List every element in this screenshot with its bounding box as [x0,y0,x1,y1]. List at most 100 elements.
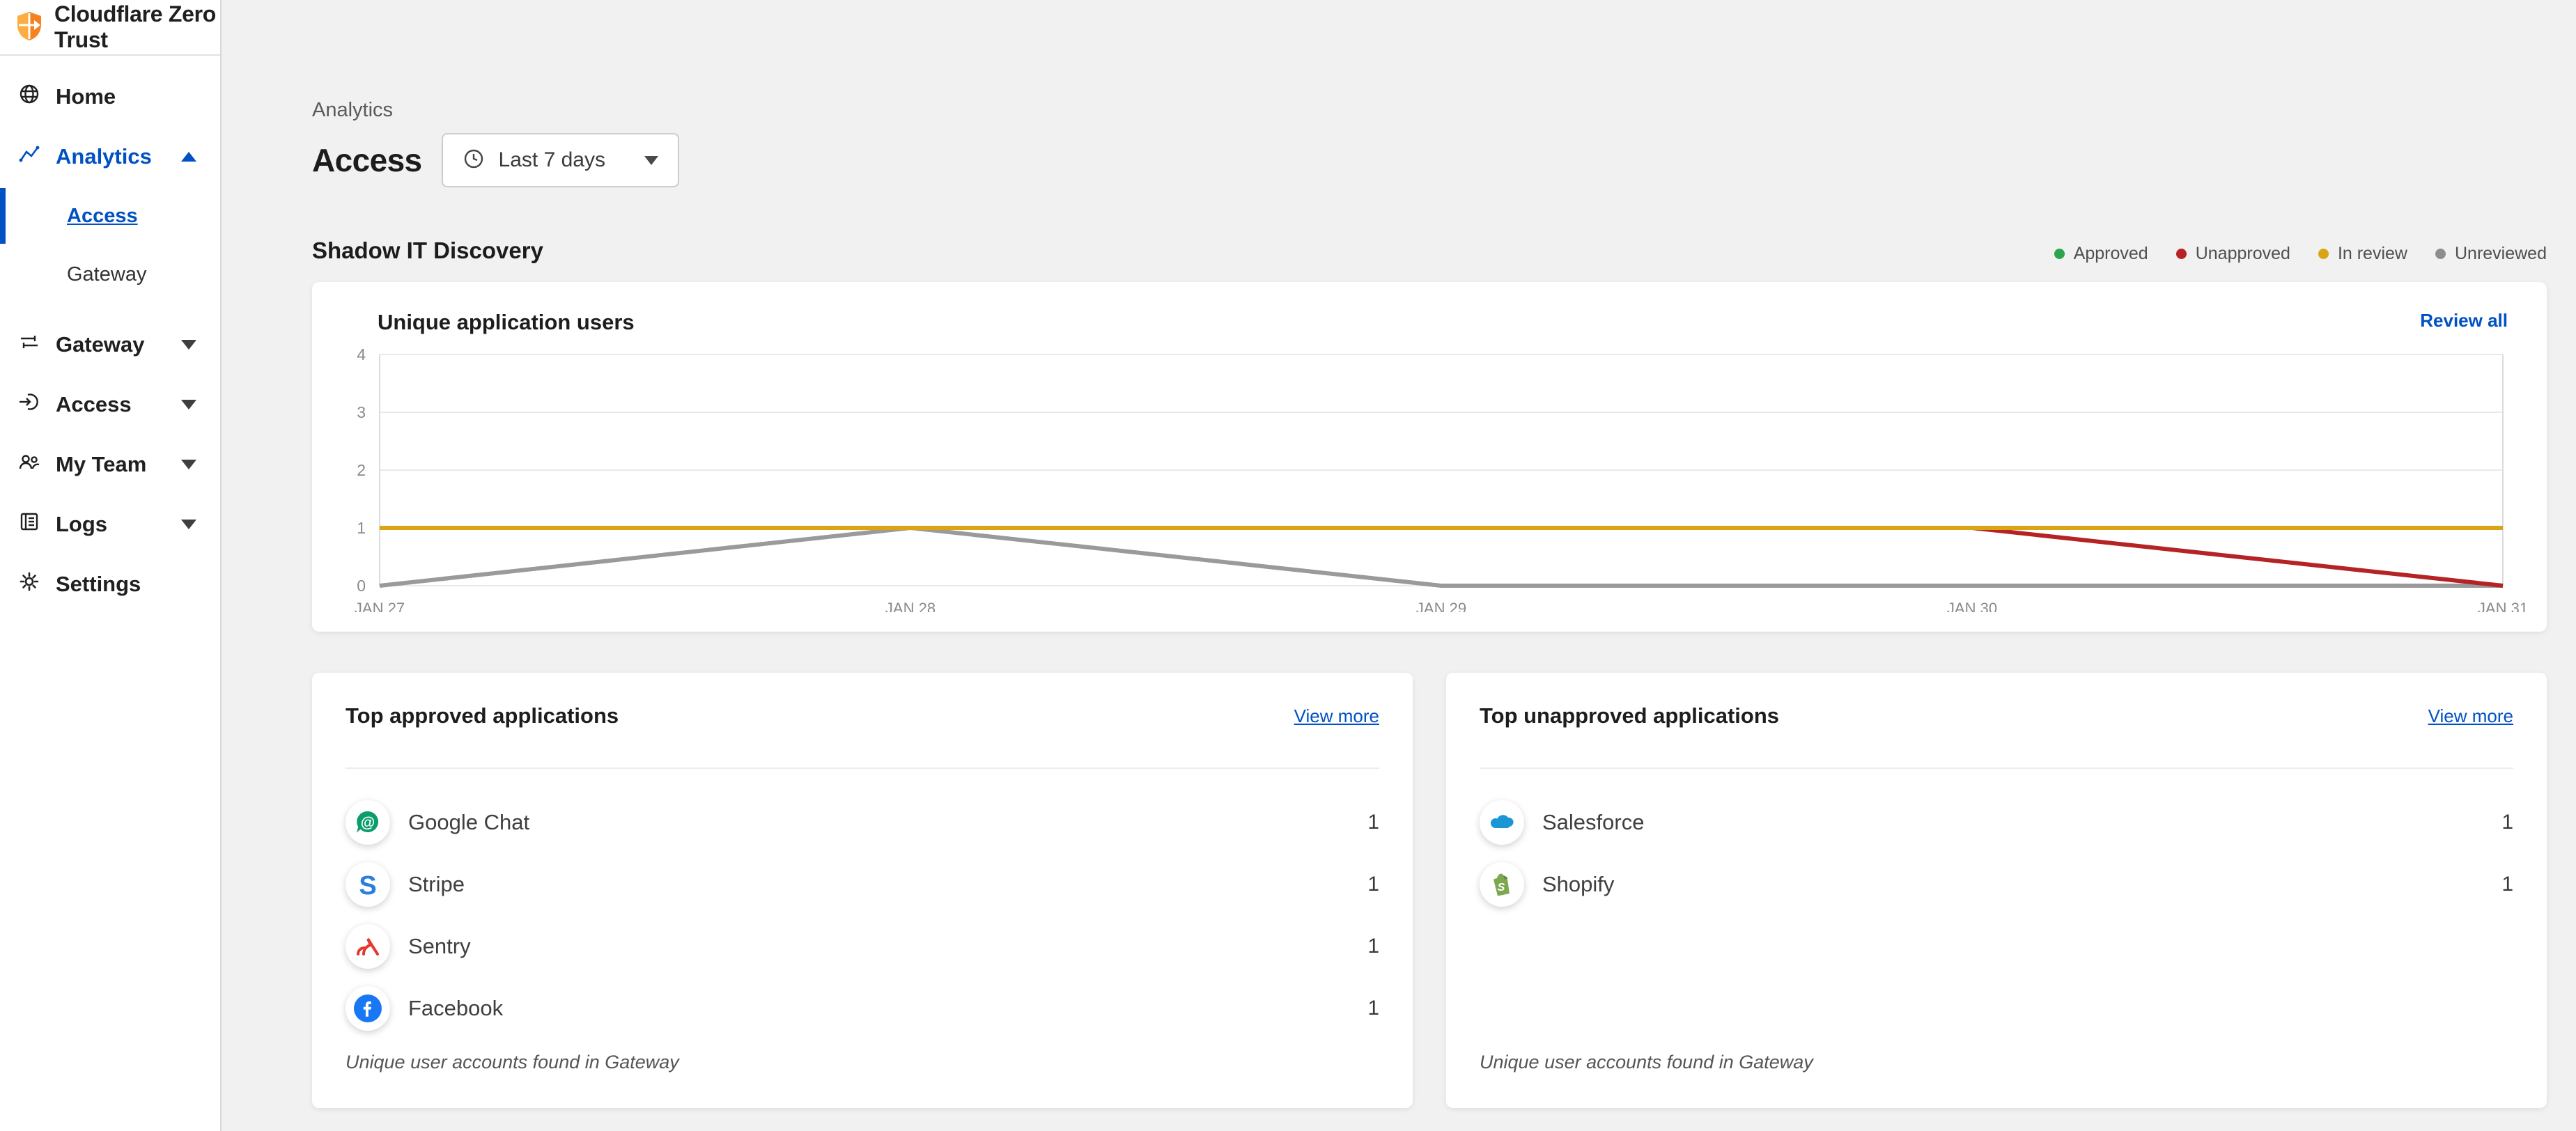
chevron-down-icon [181,340,196,350]
list-item-google-chat[interactable]: @ Google Chat 1 [346,791,1379,853]
legend-label: In review [2337,244,2407,263]
app-count: 1 [1367,996,1379,1020]
app-count: 1 [1367,872,1379,896]
legend-item-unapproved: Unapproved [2175,244,2290,264]
unapproved-app-list: Salesforce 1 S Shopify 1 [1480,791,2513,915]
view-more-link[interactable]: View more [2428,705,2513,726]
chevron-down-icon [181,460,196,469]
app-count: 1 [1367,810,1379,834]
sidebar-item-label: Access [56,392,132,416]
active-indicator-bar [0,188,6,244]
time-range-value: Last 7 days [498,148,605,171]
y-tick-label: 1 [357,519,366,537]
sidebar-item-home[interactable]: Home [0,67,220,127]
page-header: Access Last 7 days [312,133,2547,187]
app-name: Sentry [408,933,471,958]
facebook-icon [346,985,390,1031]
app-title: Cloudflare Zero Trust [54,1,216,52]
sidebar-item-analytics[interactable]: Analytics [0,127,220,187]
legend-label: Unapproved [2195,244,2290,263]
sidebar-subitem-label: Access [67,204,138,227]
chart-title: Unique application users [378,310,635,334]
sidebar-item-my-team[interactable]: My Team [0,435,220,494]
page-title: Access [312,142,422,178]
series-line-unapproved [1971,526,2504,588]
shadow-it-section-header: Shadow IT Discovery Approved Unapproved … [312,237,2547,264]
approved-card-header: Top approved applications View more [346,673,1379,728]
approved-app-list: @ Google Chat 1 S Stripe 1 [346,791,1379,1039]
svg-text:@: @ [361,815,375,831]
analytics-subgroup: Access Gateway [0,188,220,299]
app-name: Salesforce [1542,809,1645,834]
globe-icon [18,83,40,111]
list-item-facebook[interactable]: Facebook 1 [346,977,1379,1039]
app-name: Shopify [1542,871,1615,896]
sidebar-subitem-label: Gateway [67,263,147,286]
svg-text:S: S [359,871,376,898]
access-login-icon [18,391,40,419]
approved-dot-icon [2054,249,2065,259]
unique-application-users-card: Unique application users Review all 0 1 2 3… [312,282,2547,632]
app-name: Google Chat [408,809,530,834]
sidebar-item-access[interactable]: Access [0,375,220,435]
logs-document-icon [18,510,40,538]
divider [346,767,1379,769]
sidebar-item-settings[interactable]: Settings [0,554,220,614]
in-review-dot-icon [2318,249,2329,259]
x-tick-label: JAN 28 [885,600,936,612]
app-count: 1 [2501,810,2513,834]
list-item-sentry[interactable]: Sentry 1 [346,915,1379,977]
y-tick-label: 0 [357,577,366,595]
card-footnote: Unique user accounts found in Gateway [1480,1052,1813,1072]
legend-item-approved: Approved [2054,244,2148,264]
sidebar-item-logs[interactable]: Logs [0,494,220,554]
clock-icon [463,148,485,173]
sidebar-item-analytics-access[interactable]: Access [0,188,220,244]
app-name: Facebook [408,995,504,1020]
y-tick-label: 2 [357,461,366,479]
sidebar-item-analytics-gateway[interactable]: Gateway [0,249,220,299]
gateway-icon [18,331,40,359]
top-applications-row: Top approved applications View more @ Go… [312,673,2547,1108]
cloudflare-shield-logo-icon [15,10,43,45]
sidebar-item-gateway[interactable]: Gateway [0,315,220,375]
time-range-select[interactable]: Last 7 days [441,133,679,187]
legend-item-unreviewed: Unreviewed [2435,244,2547,264]
app-count: 1 [1367,934,1379,958]
sidebar-item-label: Home [56,84,116,109]
top-unapproved-applications-card: Top unapproved applications View more Sa… [1446,673,2547,1108]
series-line-unreviewed [379,526,2503,588]
gear-icon [18,570,40,598]
chevron-down-icon [181,400,196,410]
breadcrumb: Analytics [312,99,394,121]
list-item-shopify[interactable]: S Shopify 1 [1480,853,2513,915]
top-approved-applications-card: Top approved applications View more @ Go… [312,673,1413,1108]
view-more-link[interactable]: View more [1294,705,1379,726]
analytics-chart-icon [18,143,40,171]
sidebar-item-label: Logs [56,512,108,536]
app-name: Stripe [408,871,465,896]
sidebar: Cloudflare Zero Trust Home [0,0,222,1131]
chevron-up-icon [181,152,196,162]
list-item-salesforce[interactable]: Salesforce 1 [1480,791,2513,853]
list-item-stripe[interactable]: S Stripe 1 [346,853,1379,915]
sidebar-header: Cloudflare Zero Trust [0,0,220,56]
google-chat-icon: @ [346,800,390,845]
legend-item-in-review: In review [2318,244,2407,264]
team-people-icon [18,451,40,478]
chart-card-header: Unique application users Review all [312,282,2547,335]
unique-users-line-chart: 0 1 2 3 4 JAN 27 JAN 28 JAN 29 JAN 30 JAN 31 [355,345,2528,612]
sidebar-item-label: My Team [56,452,147,476]
unapproved-card-header: Top unapproved applications View more [1480,673,2513,728]
status-legend: Approved Unapproved In review Unreviewed [2054,244,2547,264]
sidebar-item-label: Analytics [56,144,152,169]
x-tick-label: JAN 29 [1416,600,1466,612]
main-content: Analytics Access Last 7 days Shadow IT D… [223,0,2576,1131]
card-footnote: Unique user accounts found in Gateway [346,1052,679,1072]
sidebar-nav: Home Analytics Access [0,56,220,614]
divider [1480,767,2513,769]
svg-text:S: S [1498,882,1505,894]
x-tick-label: JAN 27 [355,600,405,612]
review-all-link[interactable]: Review all [2420,310,2508,331]
y-tick-label: 3 [357,403,366,421]
